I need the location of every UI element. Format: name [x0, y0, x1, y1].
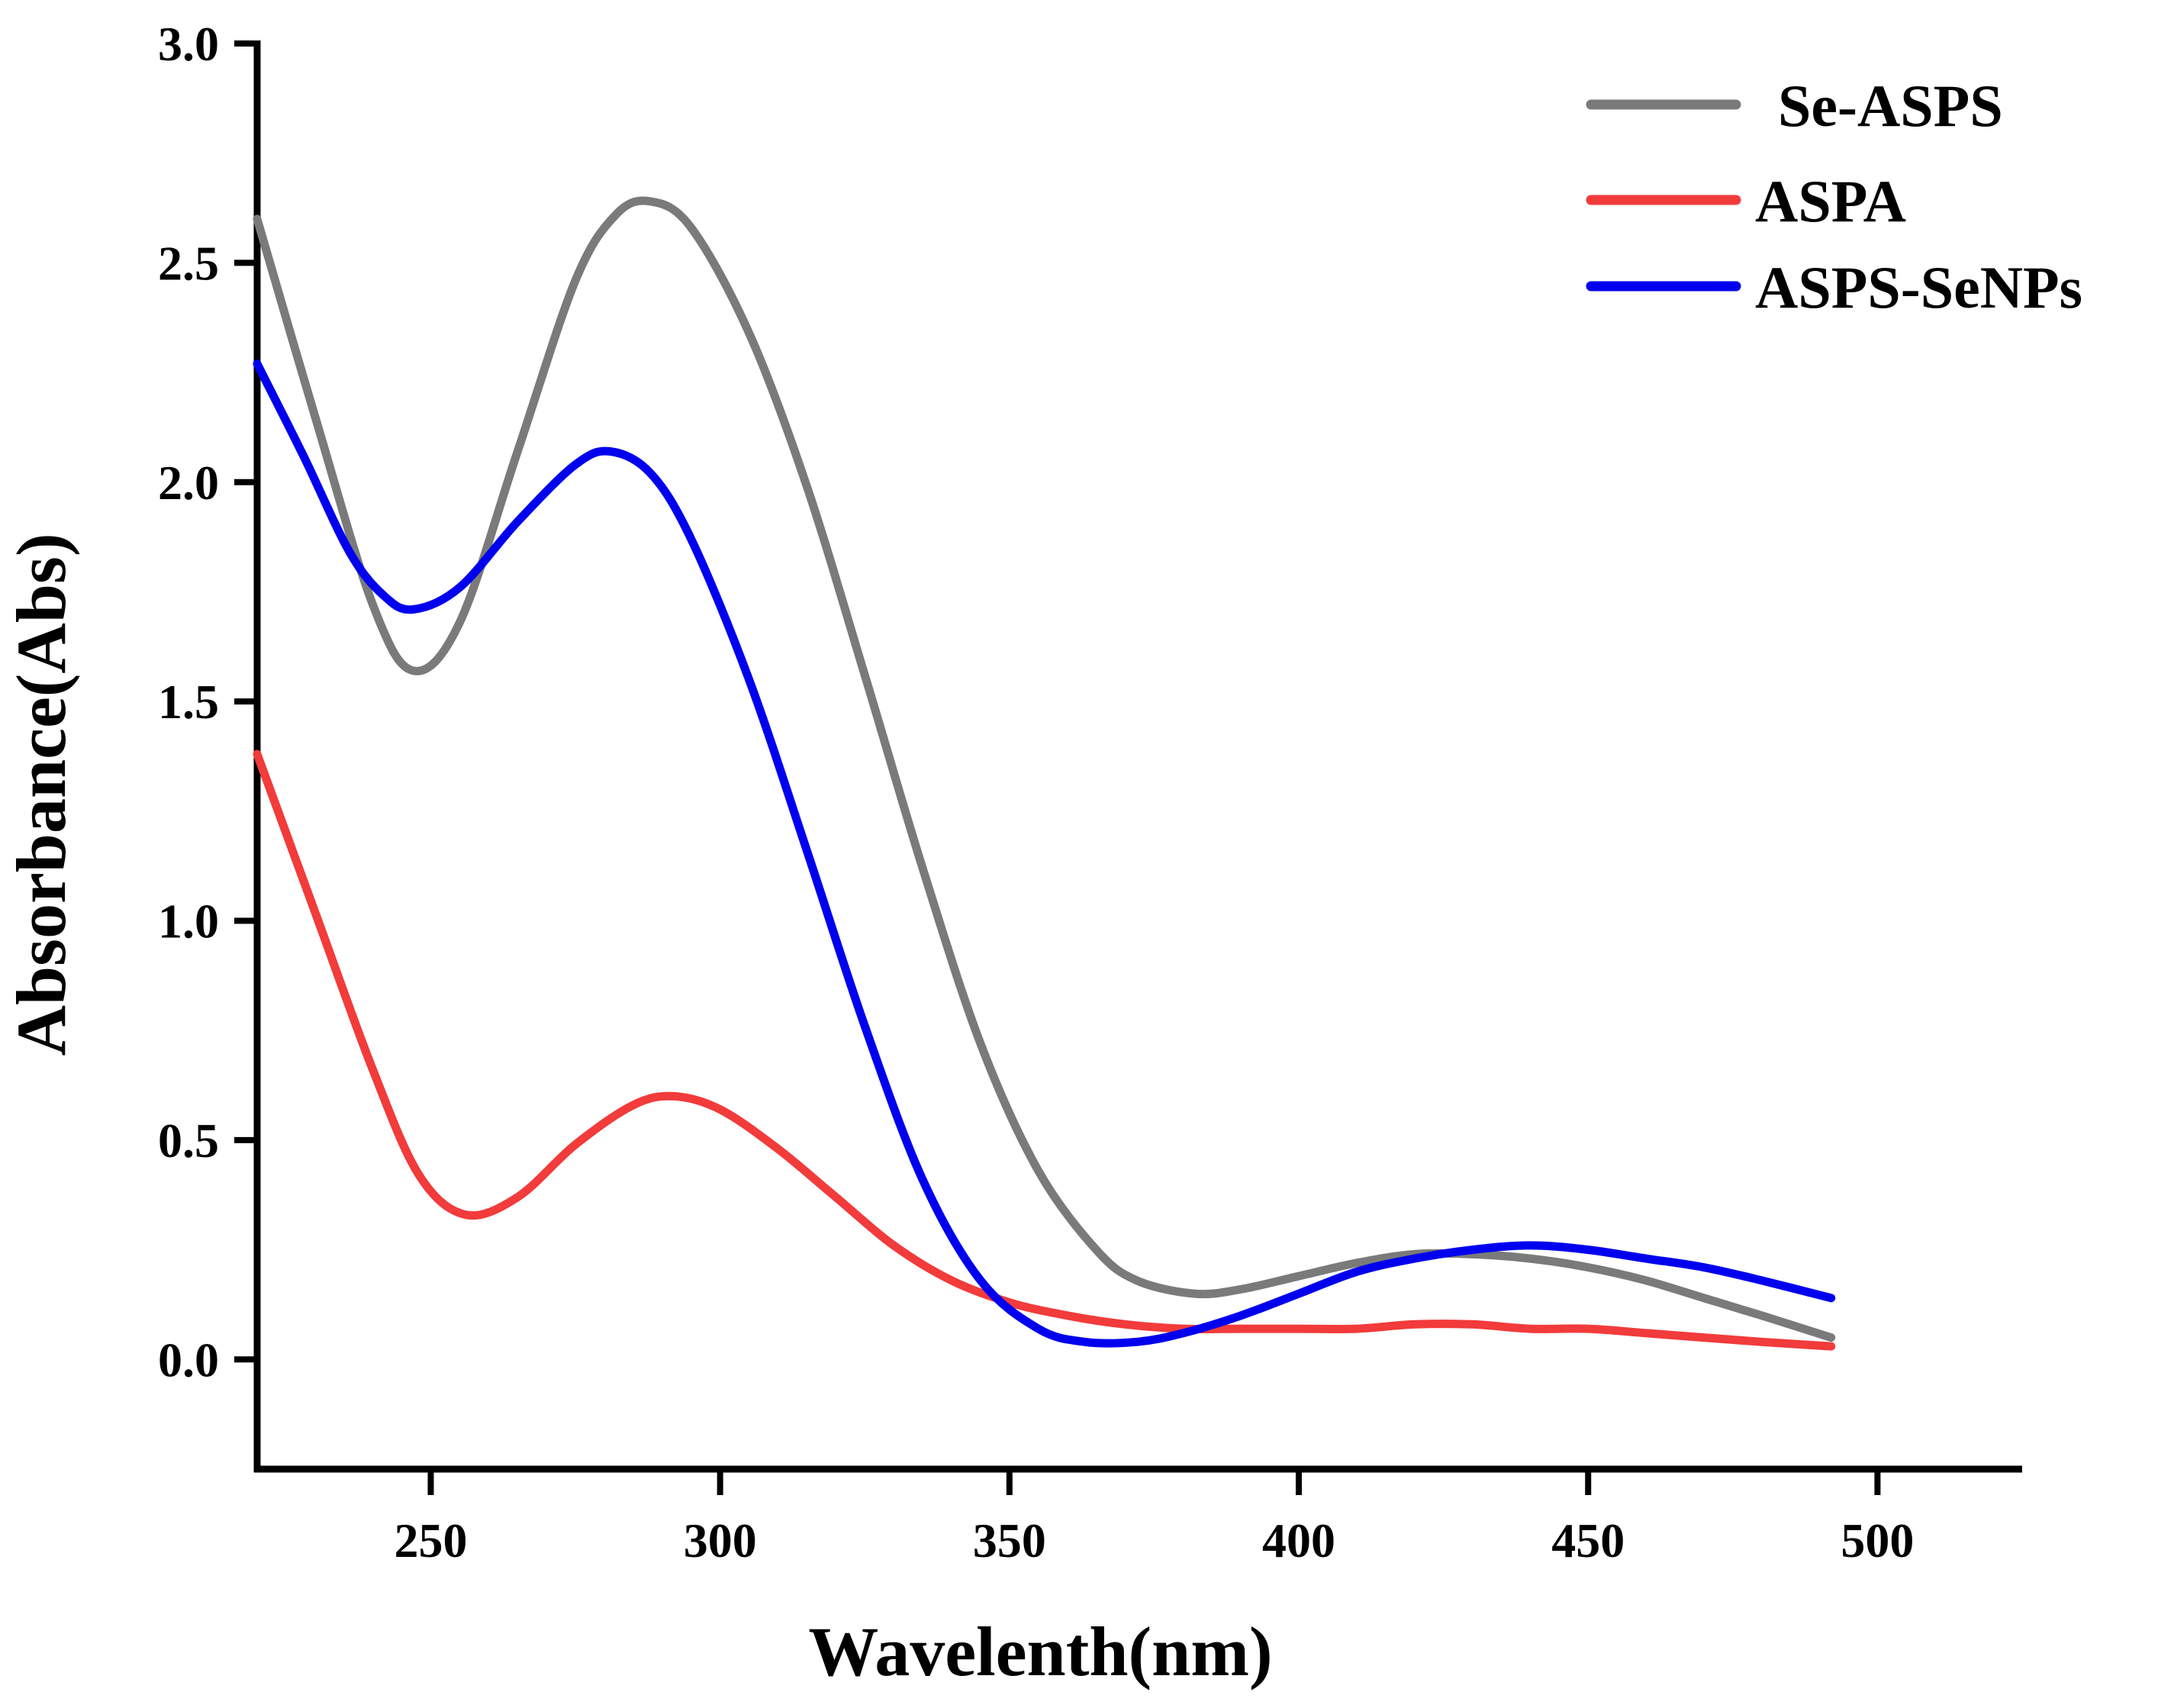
y-axis-title: Absorbance(Abs)	[2, 533, 80, 1056]
x-tick-label: 250	[395, 1513, 468, 1568]
x-tick-label: 350	[973, 1513, 1046, 1568]
y-tick-label: 2.5	[158, 236, 219, 290]
x-tick-label: 400	[1262, 1513, 1335, 1568]
legend-label-aspa: ASPA	[1755, 168, 1906, 234]
y-axis-ticks: 0.0 0.5 1.0 1.5 2.0 2.5 3.0	[158, 17, 257, 1387]
y-tick-label: 1.0	[158, 894, 219, 949]
x-tick-label: 450	[1551, 1513, 1625, 1568]
legend: Se-ASPS ASPA ASPS-SeNPs	[1586, 73, 2082, 321]
legend-label-se-asps: Se-ASPS	[1778, 73, 2003, 139]
x-tick-label: 300	[684, 1513, 757, 1568]
series-line-se-asps	[253, 196, 1836, 1342]
x-tick-label: 500	[1841, 1513, 1914, 1568]
y-tick-label: 0.5	[158, 1113, 219, 1168]
y-tick-label: 1.5	[158, 675, 219, 729]
series-line-aspa	[253, 749, 1836, 1351]
legend-label-asps-senps: ASPS-SeNPs	[1755, 254, 2082, 321]
y-tick-label: 0.0	[158, 1333, 219, 1387]
series-line-asps-senps	[253, 359, 1836, 1348]
x-axis-ticks: 250 300 350 400 450 500	[395, 1469, 1914, 1568]
y-tick-label: 3.0	[158, 17, 219, 71]
x-axis-title: Wavelenth(nm)	[808, 1613, 1272, 1690]
series-lines	[253, 196, 1836, 1351]
y-tick-label: 2.0	[158, 456, 219, 510]
